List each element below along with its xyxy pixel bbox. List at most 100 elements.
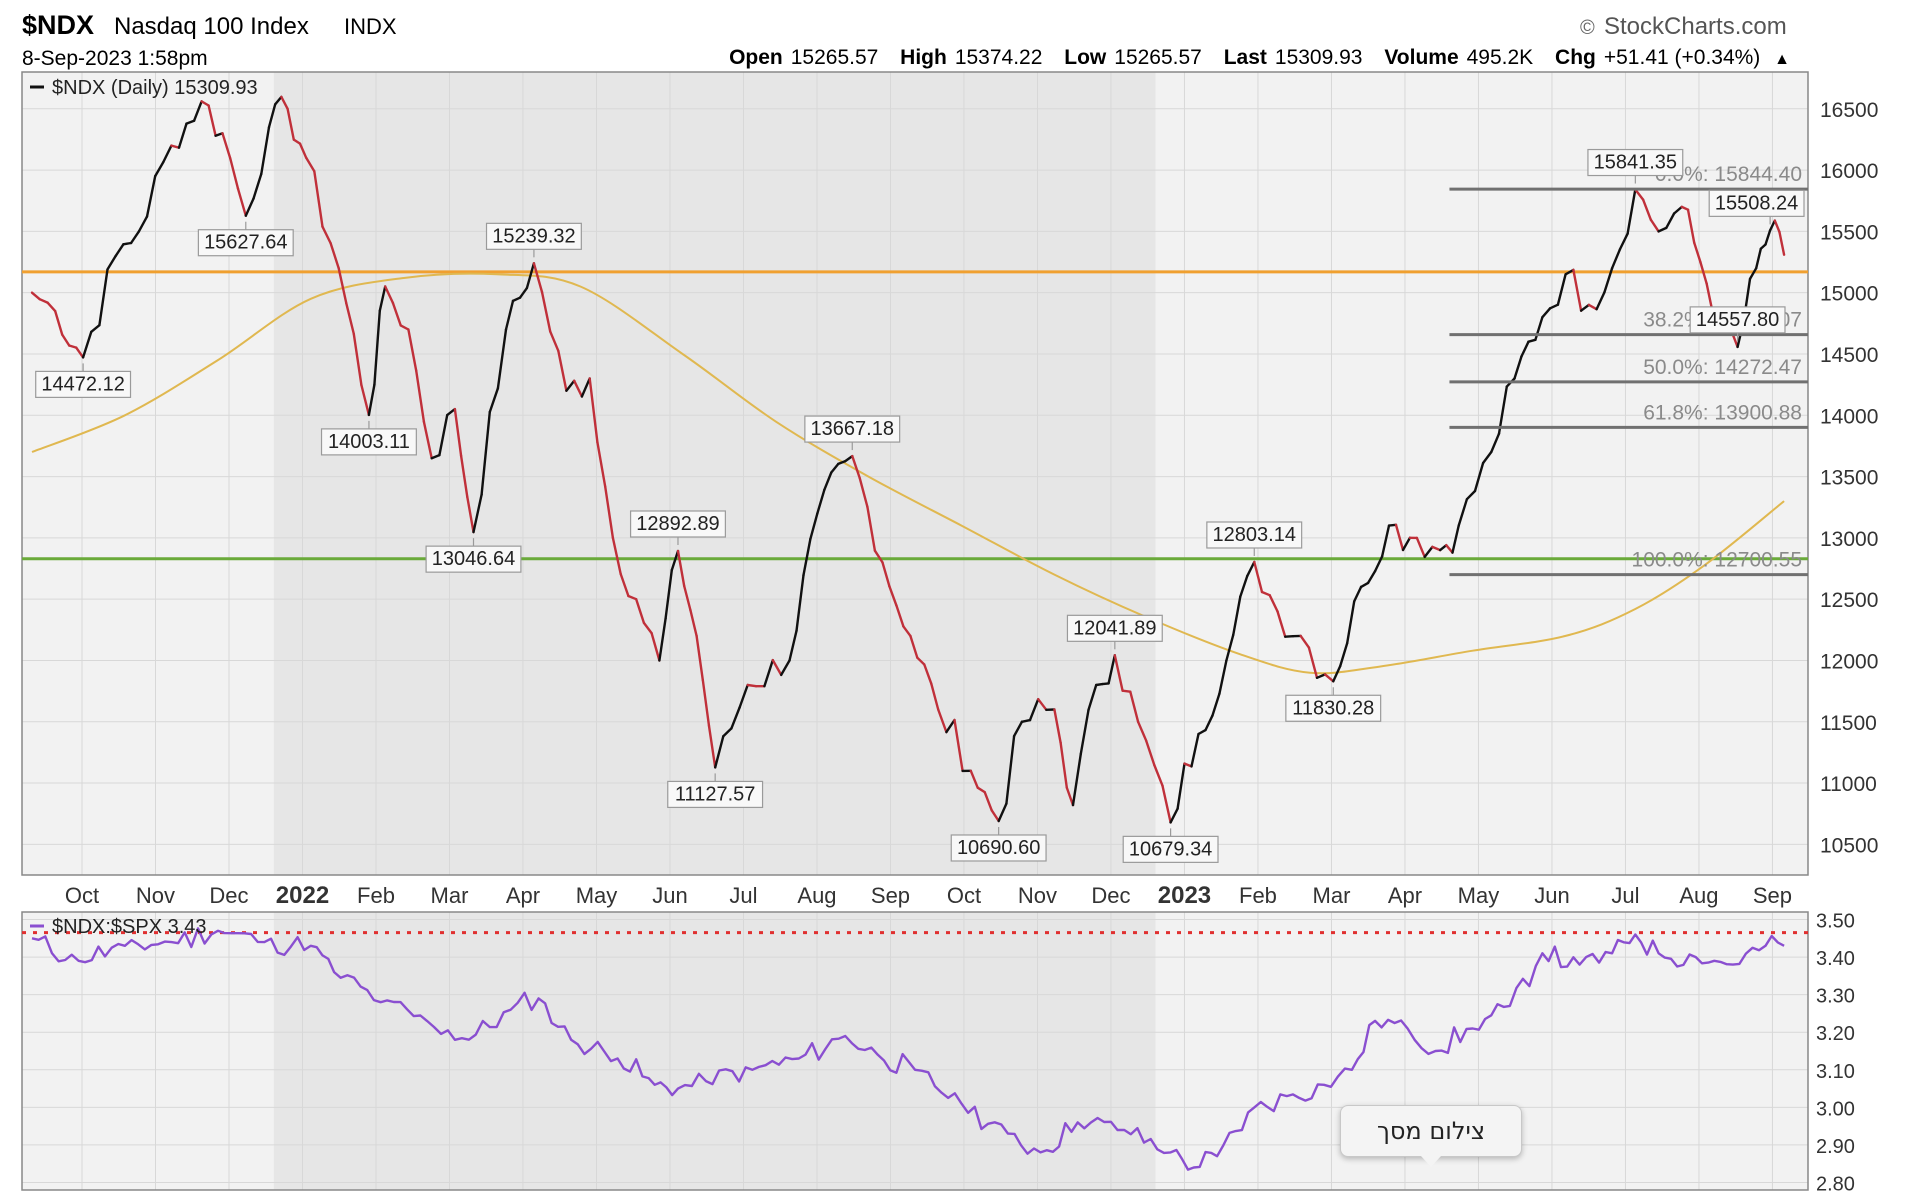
price-segment [1754,247,1763,270]
chart-header: $NDX Nasdaq 100 Index INDX 8-Sep-2023 1:… [22,10,1790,70]
peak-label-text: 14003.11 [328,431,410,453]
price-segment [945,718,956,734]
price-segment [1520,340,1530,358]
peak-label: 14472.12 [35,363,132,398]
price-segment [976,786,986,794]
price-segment [114,243,125,258]
price-segment [1618,232,1629,251]
price-segment [106,254,117,271]
price-segment [511,296,522,303]
peak-label-box [1587,148,1684,177]
price-segment [689,608,698,638]
price-segment [1338,641,1349,668]
price-segment [670,549,680,572]
price-segment [902,625,912,638]
price-segment [192,100,203,122]
price-segment [565,379,576,392]
price-segment [549,330,560,352]
quote-chg-label: Chg [1555,46,1596,69]
fib-label: 0.0%: 15844.40 [1655,163,1802,186]
price-segment [844,454,854,463]
price-segment [74,346,85,359]
price-segment [1438,544,1448,552]
brand[interactable]: StockCharts.com [1604,13,1787,40]
price-segment [888,585,898,607]
price-segment [236,187,248,217]
price-segment [38,298,49,304]
x-tick-label: Mar [1313,883,1351,908]
price-segment [540,290,552,333]
price-segment [122,241,133,246]
quote-high-value: 15374.22 [955,46,1043,69]
x-tick-label: Nov [1018,883,1057,908]
price-segment [466,495,475,534]
price-segment [54,309,64,336]
price-segment [480,410,491,496]
price-segment [292,138,302,145]
price-segment [837,459,847,466]
price-segment [1161,784,1172,824]
y-tick-label: 15500 [1820,221,1878,244]
price-segment [391,301,402,327]
quote-low-label: Low [1064,46,1107,69]
ratio-y-tick-label: 3.20 [1816,1023,1855,1045]
peak-label-box [425,545,522,573]
price-segment [573,379,584,398]
price-segment [1176,762,1186,810]
x-tick-label: Feb [1239,883,1277,908]
price-segment [1315,673,1327,679]
price-segment [1225,633,1235,662]
price-segment [1699,260,1708,285]
ratio-band-2022 [273,912,1156,1190]
price-segment [642,621,653,635]
price-segment [162,144,173,164]
price-segment [1005,734,1016,805]
y-tick-label: 11000 [1820,773,1877,796]
price-segment [207,104,217,137]
price-segment [969,769,979,789]
price-segment [1204,714,1214,732]
peak-label-text: 15841.35 [1594,152,1677,174]
price-segment [1610,248,1622,270]
price-segment [664,568,673,620]
x-axis: Oct Nov Dec 2022 Feb Mar Apr May Jun Jul Aug Sep Oct… [65,882,1792,909]
price-segment [809,512,819,541]
price-segment [1465,489,1477,501]
price-segment [459,454,469,499]
price-segment [557,349,568,392]
price-segment [580,377,591,398]
peak-label-text: 12892.89 [636,513,719,535]
price-segment [399,324,410,331]
peak-label-box [950,834,1047,862]
x-tick-label: 2023 [1158,882,1211,909]
peak-label: 12041.89 [1066,614,1163,650]
x-tick-label: Oct [947,883,981,908]
price-segment [1481,450,1493,465]
ratio-y-tick-label: 3.30 [1816,986,1855,1008]
price-segment [1345,600,1356,645]
peak-label: 12803.14 [1206,521,1303,556]
price-segment [298,142,308,160]
peak-label-text: 13046.64 [432,548,515,570]
price-segment [604,485,615,540]
x-tick-label: Dec [1091,883,1130,908]
price-segment [472,493,483,534]
fib-label: 61.8%: 13900.88 [1643,401,1802,424]
x-tick-label: Feb [357,883,395,908]
peak-label-text: 14557.80 [1696,309,1779,331]
peak-label: 15508.24 [1708,189,1805,225]
price-segment [422,420,433,460]
price-segment [997,802,1008,823]
ratio-line [31,927,1785,1171]
price-segment [1457,498,1469,527]
price-segment [1183,762,1193,768]
quote-low-value: 15265.57 [1114,46,1202,69]
datetime: 8-Sep-2023 1:58pm [22,47,208,70]
price-segment [260,125,271,176]
ratio-y-tick-label: 3.40 [1816,948,1855,970]
y-tick-label: 14500 [1820,344,1878,367]
price-segment [990,809,1000,823]
x-tick-label: Sep [871,883,910,908]
price-segment [170,144,181,149]
